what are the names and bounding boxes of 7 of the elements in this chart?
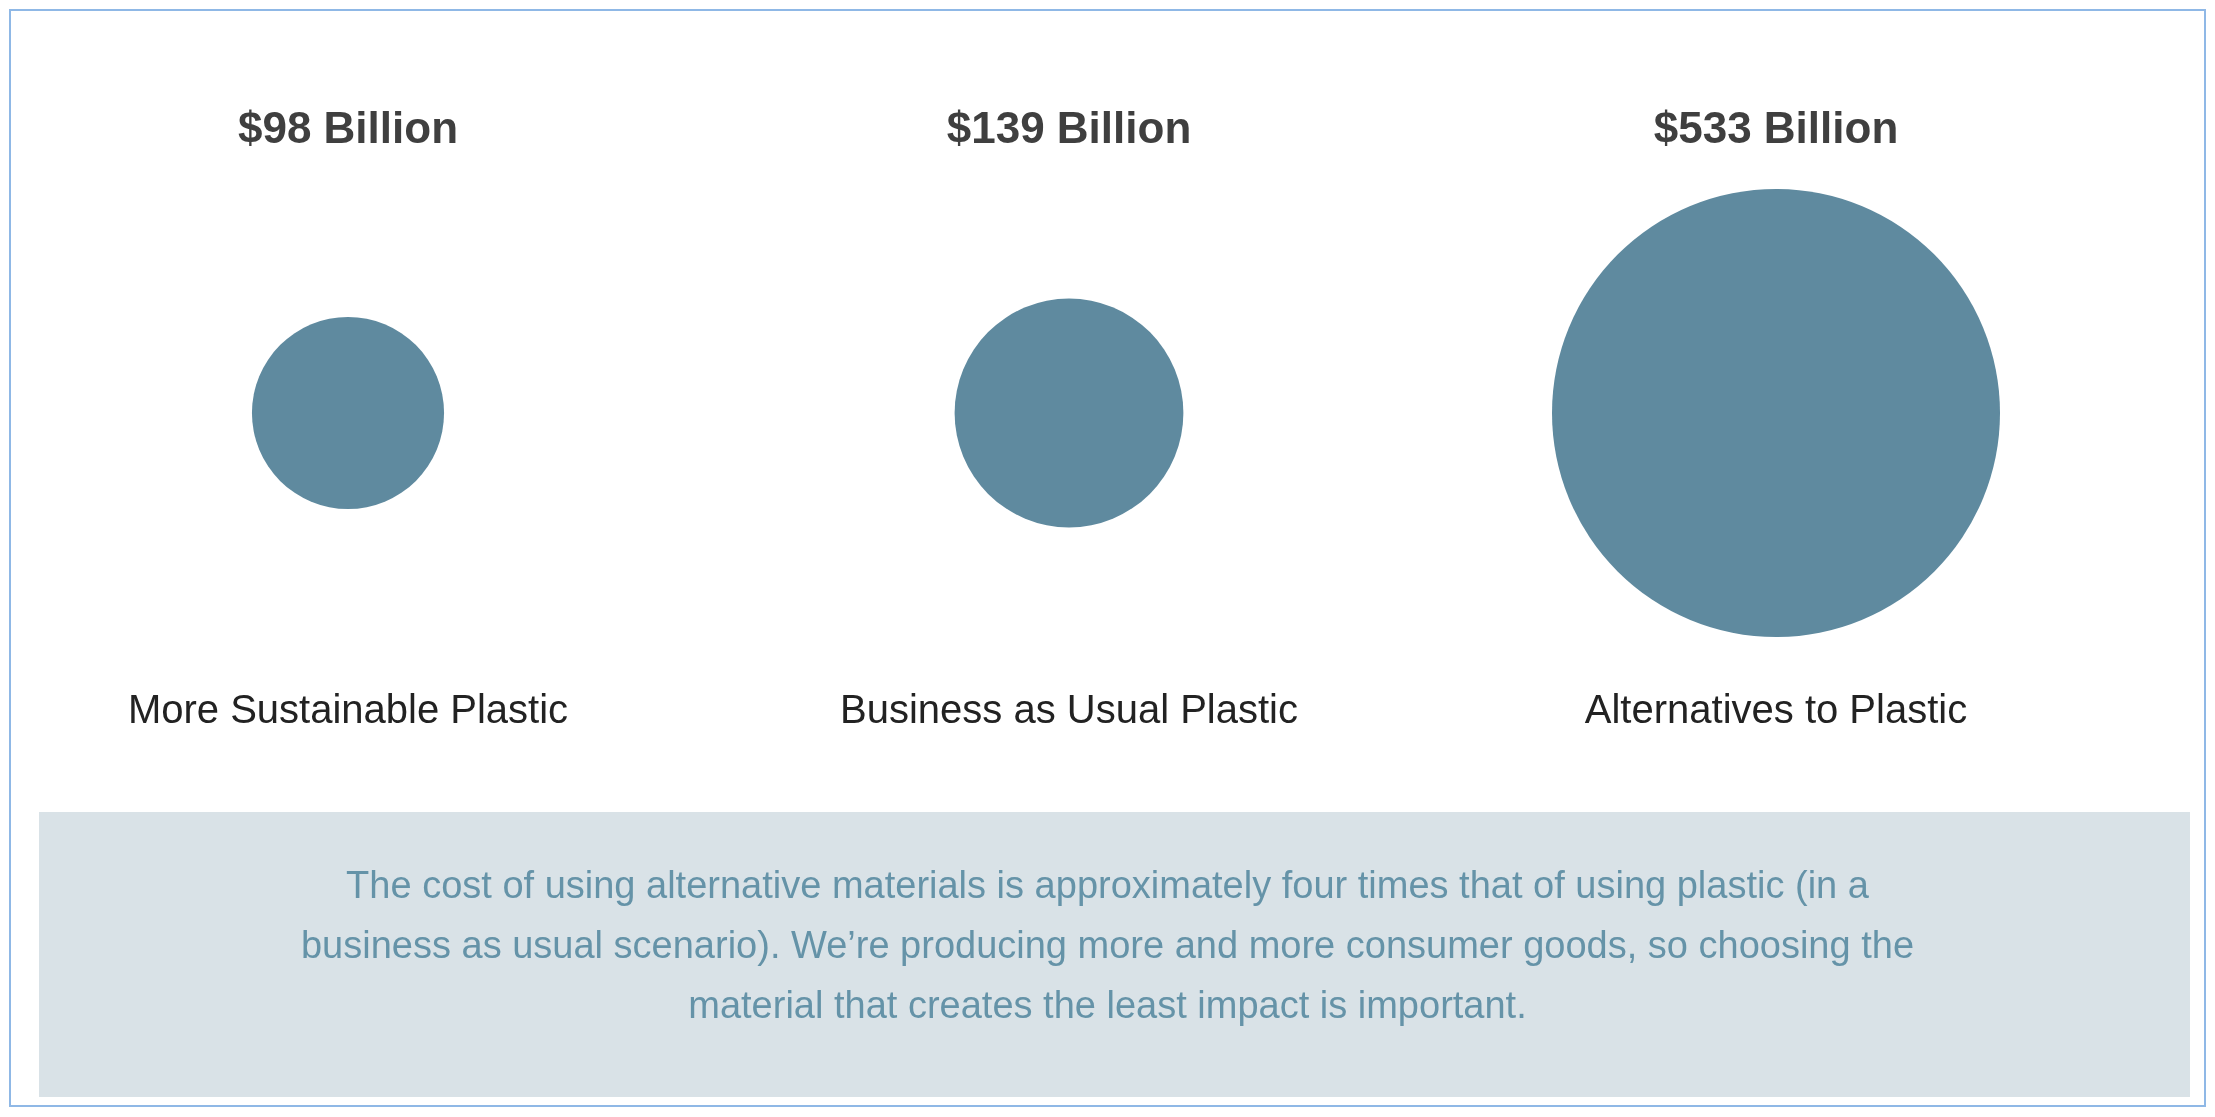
data-label: $139 Billion: [946, 103, 1192, 152]
category-label: More Sustainable Plastic: [127, 687, 569, 731]
category-label: Business as Usual Plastic: [840, 687, 1298, 731]
text: The cost of using alternative materials is approximately four times that of using plastic (in a business as usual scenario). We’re producing more and more consumer goods, so choosing the material that creates the least impact is important.: [300, 864, 1915, 1026]
data-label: $98 Billion: [237, 103, 459, 152]
data-label: $533 Billion: [1653, 103, 1899, 152]
category-label: Alternatives to Plastic: [1584, 687, 1968, 731]
